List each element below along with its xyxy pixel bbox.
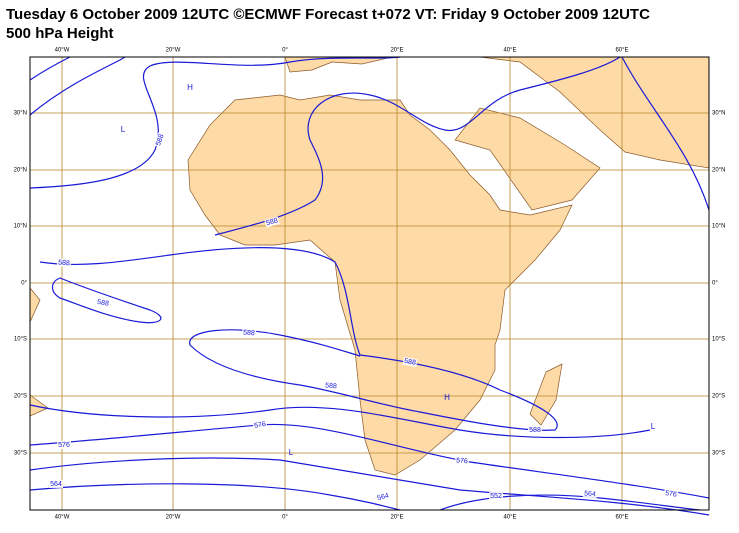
lat-label: 0° [712, 281, 718, 287]
contour-label: 552 [490, 493, 502, 500]
contour-label: 588 [243, 329, 255, 337]
contour-label-bg [375, 491, 391, 503]
graticule [30, 57, 709, 510]
lon-label: 40°W [55, 48, 70, 54]
contour-label-bg [153, 132, 167, 148]
contours [29, 56, 710, 516]
contour-label: 576 [58, 442, 70, 449]
contour-label: 588 [529, 427, 541, 434]
pressure-center: H [444, 393, 450, 402]
lat-label: 20°N [712, 168, 725, 174]
contour-label: 588 [58, 259, 70, 267]
lat-label: 30°N [14, 111, 27, 117]
contour-label: 564 [584, 490, 596, 498]
contour-label: 576 [254, 421, 267, 430]
lon-label: 0° [282, 48, 288, 54]
contour-label: 576 [456, 457, 468, 465]
title: Tuesday 6 October 2009 12UTC ©ECMWF Fore… [6, 6, 650, 23]
contour-label: 588 [325, 382, 337, 390]
lon-label: 20°W [166, 515, 181, 521]
contour-label-bg [454, 456, 470, 466]
land [29, 56, 710, 476]
lon-label: 40°W [55, 515, 70, 521]
pressure-center: H [187, 83, 193, 92]
lat-label: 20°N [14, 168, 27, 174]
lat-label: 30°S [712, 451, 725, 457]
lat-label: 30°N [712, 111, 725, 117]
contour-label-bg [264, 216, 280, 228]
contour-label-bg [663, 489, 679, 499]
lat-label: 10°N [14, 224, 27, 230]
contour-label: 576 [665, 490, 678, 499]
lon-label: 60°E [615, 515, 628, 521]
contour-label-bg [57, 441, 71, 449]
contour-label-bg [241, 328, 257, 338]
lon-label: 40°E [503, 48, 516, 54]
lon-label: 40°E [503, 515, 516, 521]
contour-label: 588 [97, 299, 110, 308]
lat-label: 30°S [14, 451, 27, 457]
map-labels: 40°W 40°W 20°W 20°W 0° 0° 20°E 20°E 40°E 40°E 60°E… [14, 48, 726, 521]
contour-label: 588 [155, 133, 166, 146]
contour-label-bg [56, 258, 72, 268]
contour-label-bg [95, 297, 111, 309]
pressure-center: L [651, 422, 656, 431]
lon-label: 20°E [390, 48, 403, 54]
lat-label: 0° [21, 281, 27, 287]
lat-label: 20°S [712, 394, 725, 400]
contour-label-bg [252, 419, 268, 431]
lon-label: 20°E [390, 515, 403, 521]
subtitle: 500 hPa Height [6, 25, 114, 42]
contour-label: 564 [377, 492, 390, 502]
map-frame [29, 56, 710, 511]
lon-label: 20°W [166, 48, 181, 54]
pressure-center: L [121, 125, 126, 134]
lon-label: 0° [282, 515, 288, 521]
contour-label-bg [489, 492, 503, 500]
contour-label-bg [49, 480, 63, 488]
lat-label: 20°S [14, 394, 27, 400]
contour-label-bg [323, 381, 339, 391]
lon-label: 60°E [615, 48, 628, 54]
lat-label: 10°N [712, 224, 725, 230]
contour-label-bg [402, 356, 418, 368]
contour-label: 588 [404, 358, 417, 367]
pressure-center: L [289, 448, 294, 457]
contour-label: 564 [50, 481, 62, 488]
lat-label: 10°S [14, 337, 27, 343]
contour-label-bg [582, 489, 598, 499]
contour-label: 588 [266, 217, 279, 227]
contour-label-bg [528, 426, 542, 434]
lat-label: 10°S [712, 337, 725, 343]
